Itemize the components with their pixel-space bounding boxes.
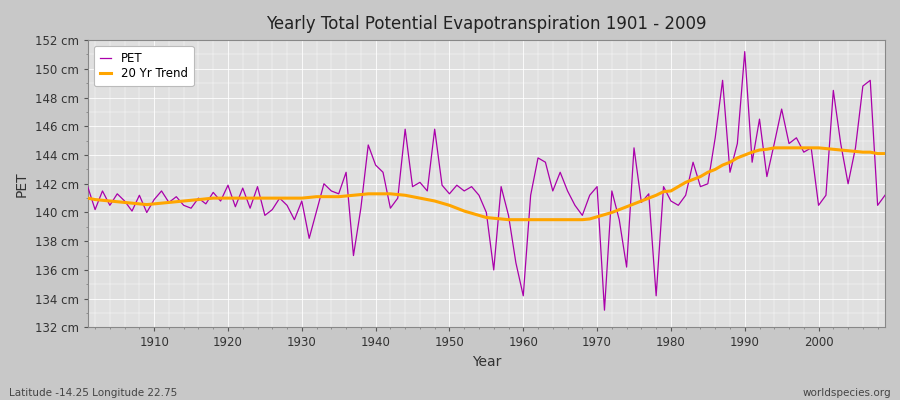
20 Yr Trend — [614, 207, 625, 212]
PET — [879, 193, 890, 198]
X-axis label: Year: Year — [472, 355, 501, 369]
20 Yr Trend — [503, 217, 514, 222]
Text: Latitude -14.25 Longitude 22.75: Latitude -14.25 Longitude 22.75 — [9, 388, 177, 398]
20 Yr Trend — [82, 196, 93, 200]
PET — [518, 294, 528, 298]
20 Yr Trend — [879, 151, 890, 156]
PET — [739, 49, 750, 54]
20 Yr Trend — [141, 202, 152, 207]
Legend: PET, 20 Yr Trend: PET, 20 Yr Trend — [94, 46, 194, 86]
20 Yr Trend — [348, 193, 359, 198]
PET — [614, 217, 625, 222]
Y-axis label: PET: PET — [15, 171, 29, 196]
Line: PET: PET — [87, 52, 885, 310]
Text: worldspecies.org: worldspecies.org — [803, 388, 891, 398]
20 Yr Trend — [518, 217, 528, 222]
PET — [82, 184, 93, 189]
20 Yr Trend — [304, 195, 315, 200]
PET — [348, 253, 359, 258]
PET — [304, 236, 315, 241]
PET — [599, 308, 610, 312]
20 Yr Trend — [769, 146, 779, 150]
PET — [141, 210, 152, 215]
Line: 20 Yr Trend: 20 Yr Trend — [87, 148, 885, 220]
Title: Yearly Total Potential Evapotranspiration 1901 - 2009: Yearly Total Potential Evapotranspiratio… — [266, 15, 706, 33]
PET — [510, 260, 521, 265]
20 Yr Trend — [526, 217, 536, 222]
